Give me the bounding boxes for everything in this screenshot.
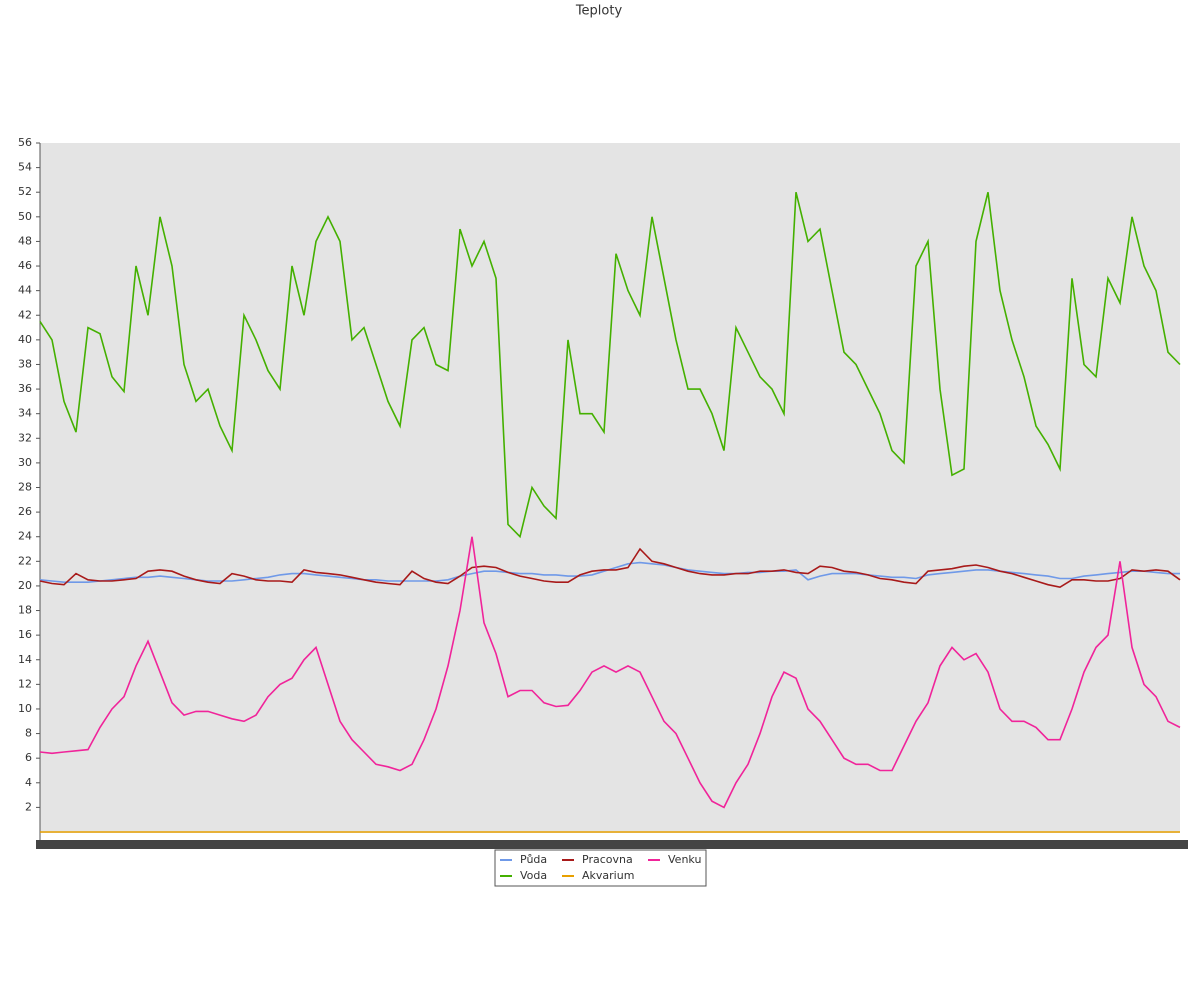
legend-label: Půda [520,853,547,866]
y-tick-label: 44 [18,284,32,297]
legend-label: Venku [668,853,701,866]
y-tick-label: 16 [18,628,32,641]
legend-label: Akvarium [582,869,634,882]
y-tick-label: 48 [18,234,32,247]
y-tick-label: 36 [18,382,32,395]
y-tick-label: 8 [25,727,32,740]
y-tick-label: 2 [25,800,32,813]
chart-title: Teploty [575,4,623,19]
y-tick-label: 42 [18,308,32,321]
x-axis-labels-band [36,840,1188,849]
y-tick-label: 10 [18,702,32,715]
line-series [39,536,1181,809]
y-tick-label: 38 [18,357,32,370]
y-tick-label: 46 [18,259,32,272]
y-tick-label: 52 [18,185,32,198]
y-tick-label: 50 [18,210,32,223]
y-tick-label: 12 [18,677,32,690]
y-tick-label: 32 [18,431,32,444]
legend-label: Voda [520,869,547,882]
y-tick-label: 40 [18,333,32,346]
y-tick-label: 30 [18,456,32,469]
y-tick-label: 24 [18,530,32,543]
line-series [39,192,1181,539]
y-tick-label: 14 [18,653,32,666]
y-tick-label: 18 [18,604,32,617]
plot-area [40,143,1180,833]
y-tick-label: 34 [18,407,32,420]
y-tick-label: 26 [18,505,32,518]
y-tick-label: 4 [25,776,32,789]
legend [494,849,707,887]
y-tick-label: 22 [18,554,32,567]
y-tick-label: 54 [18,161,32,174]
y-tick-label: 20 [18,579,32,592]
y-tick-label: 28 [18,481,32,494]
y-tick-label: 6 [25,751,32,764]
legend-label: Pracovna [582,853,633,866]
y-tick-label: 56 [18,136,32,149]
line-series [39,547,1181,589]
